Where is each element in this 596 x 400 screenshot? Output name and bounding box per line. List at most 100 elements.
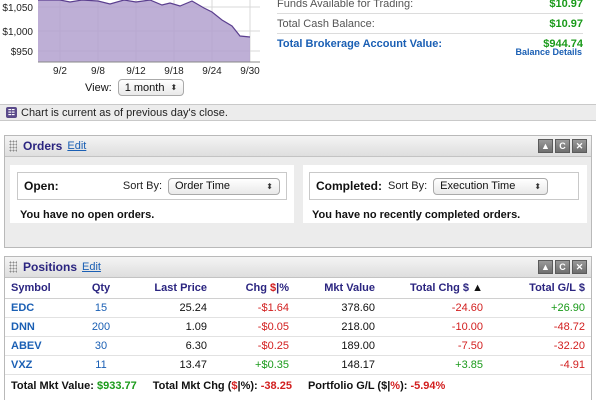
orders-title: Orders <box>23 139 63 153</box>
table-row: DNN 200 1.09 -$0.05 218.00 -10.00 -48.72 <box>5 317 591 337</box>
funds-available-value: $10.97 <box>549 0 583 10</box>
total-mkt-change-label: Total Mkt Chg ( <box>152 380 232 392</box>
cash-balance-label: Total Cash Balance: <box>277 17 375 30</box>
last-price: 25.24 <box>125 298 213 318</box>
x-tick-label: 9/30 <box>240 66 260 77</box>
market-value: 148.17 <box>295 355 381 375</box>
portfolio-gl-label: Portfolio G/L ( <box>307 380 382 392</box>
day-change: -$1.64 <box>213 298 295 318</box>
market-value: 218.00 <box>295 317 381 337</box>
funds-available-label: Funds Available for Trading: <box>277 0 414 10</box>
drag-grip-icon[interactable] <box>9 261 17 273</box>
account-summary-area: $1,050 $1,000 $950 9/2 9/8 9/12 9/18 9/2… <box>0 0 596 130</box>
last-price: 6.30 <box>125 336 213 356</box>
qty-link[interactable]: 30 <box>77 336 125 356</box>
total-chg-close: ): <box>250 380 258 392</box>
completed-sort-select[interactable]: Execution Time ⬍ <box>433 177 549 195</box>
chart-note-text: Chart is current as of previous day's cl… <box>21 106 228 119</box>
col-total-gl[interactable]: Total G/L $ <box>489 279 591 299</box>
collapse-icon[interactable]: ▲ <box>538 139 553 153</box>
total-mkt-value: Total Mkt Value: $933.77 <box>11 380 137 392</box>
total-change: -7.50 <box>381 336 489 356</box>
table-row: ABEV 30 6.30 -$0.25 189.00 -7.50 -32.20 <box>5 336 591 356</box>
day-change: +$0.35 <box>213 355 295 375</box>
total-chg-dollar-toggle[interactable]: $ <box>231 380 238 392</box>
orders-edit-link[interactable]: Edit <box>67 140 87 152</box>
completed-orders-label: Completed: <box>316 179 382 193</box>
positions-edit-link[interactable]: Edit <box>82 261 101 273</box>
market-value: 189.00 <box>295 336 381 356</box>
total-gain-loss: +26.90 <box>489 298 591 318</box>
open-sort-select[interactable]: Order Time ⬍ <box>168 177 280 195</box>
total-chg-separator: | <box>237 380 241 392</box>
positions-table: Symbol Qty Last Price Chg $|% Mkt Value … <box>5 279 591 375</box>
refresh-icon[interactable]: C <box>555 139 570 153</box>
col-last-price[interactable]: Last Price <box>125 279 213 299</box>
total-gain-loss: -4.91 <box>489 355 591 375</box>
total-chg-label: Total Chg $ <box>409 282 470 295</box>
close-icon[interactable]: ✕ <box>572 260 587 274</box>
sort-ascending-icon: ▲ <box>472 282 483 295</box>
table-row: EDC 15 25.24 -$1.64 378.60 -24.60 +26.90 <box>5 298 591 318</box>
y-tick-label: $1,050 <box>2 3 33 14</box>
symbol-link[interactable]: DNN <box>5 317 77 337</box>
x-tick-label: 9/2 <box>53 66 67 77</box>
chg-dollar-toggle[interactable]: $ <box>270 282 277 295</box>
table-row: VXZ 11 13.47 +$0.35 148.17 +3.85 -4.91 <box>5 355 591 375</box>
close-icon[interactable]: ✕ <box>572 139 587 153</box>
col-chg[interactable]: Chg $|% <box>213 279 295 299</box>
total-mkt-change-amount: -38.25 <box>260 380 292 392</box>
collapse-icon[interactable]: ▲ <box>538 260 553 274</box>
symbol-link[interactable]: VXZ <box>5 355 77 375</box>
open-sort-value: Order Time <box>175 180 231 192</box>
total-gain-loss: -32.20 <box>489 336 591 356</box>
open-orders-header: Open: Sort By: Order Time ⬍ <box>17 172 287 200</box>
view-period-select[interactable]: 1 month ⬍ <box>117 79 185 96</box>
account-value-chart: $1,050 $1,000 $950 9/2 9/8 9/12 9/18 9/2… <box>2 0 260 77</box>
panel-controls: ▲ C ✕ <box>538 139 587 153</box>
refresh-icon[interactable]: C <box>555 260 570 274</box>
funds-available-row: Funds Available for Trading: $10.97 <box>277 0 583 14</box>
positions-panel-header[interactable]: Positions Edit ▲ C ✕ <box>5 257 591 278</box>
gl-percent-toggle[interactable]: % <box>390 380 401 392</box>
select-arrows-icon: ⬍ <box>266 181 273 191</box>
x-tick-label: 9/12 <box>126 66 146 77</box>
positions-title: Positions <box>23 260 78 274</box>
total-chg-percent-toggle[interactable]: % <box>240 380 251 392</box>
last-price: 1.09 <box>125 317 213 337</box>
chg-percent-toggle[interactable]: % <box>279 282 289 295</box>
total-gain-loss: -48.72 <box>489 317 591 337</box>
chg-prefix: Chg <box>245 282 271 295</box>
info-square-icon: ☷ <box>6 107 17 118</box>
gl-close: ): <box>400 380 408 392</box>
total-mkt-value-label: Total Mkt Value: <box>11 380 94 392</box>
day-change: -$0.25 <box>213 336 295 356</box>
col-qty[interactable]: Qty <box>77 279 125 299</box>
chart-note: ☷ Chart is current as of previous day's … <box>0 104 596 121</box>
open-orders-message: You have no open orders. <box>20 209 155 221</box>
balance-details-link[interactable]: Balance Details <box>515 47 582 57</box>
completed-orders-message: You have no recently completed orders. <box>312 209 521 221</box>
qty-link[interactable]: 15 <box>77 298 125 318</box>
total-change: +3.85 <box>381 355 489 375</box>
symbol-link[interactable]: ABEV <box>5 336 77 356</box>
completed-sort-value: Execution Time <box>440 180 516 192</box>
qty-link[interactable]: 200 <box>77 317 125 337</box>
account-value-link[interactable]: Total Brokerage Account Value: <box>277 38 443 50</box>
x-tick-label: 9/24 <box>202 66 222 77</box>
gl-separator: | <box>387 380 391 392</box>
orders-panel-header[interactable]: Orders Edit ▲ C ✕ <box>5 136 591 157</box>
col-total-chg[interactable]: Total Chg $ ▲ <box>381 279 489 299</box>
panel-controls: ▲ C ✕ <box>538 260 587 274</box>
total-change: -10.00 <box>381 317 489 337</box>
view-label: View: <box>85 81 112 94</box>
drag-grip-icon[interactable] <box>9 140 17 152</box>
col-mkt-value[interactable]: Mkt Value <box>295 279 381 299</box>
qty-link[interactable]: 11 <box>77 355 125 375</box>
total-mkt-change: Total Mkt Chg ($|%): -38.25 <box>153 380 292 392</box>
gl-dollar-toggle[interactable]: $ <box>381 380 388 392</box>
x-tick-label: 9/18 <box>164 66 184 77</box>
view-period-value: 1 month <box>124 81 165 94</box>
col-symbol[interactable]: Symbol <box>5 279 77 299</box>
symbol-link[interactable]: EDC <box>5 298 77 318</box>
